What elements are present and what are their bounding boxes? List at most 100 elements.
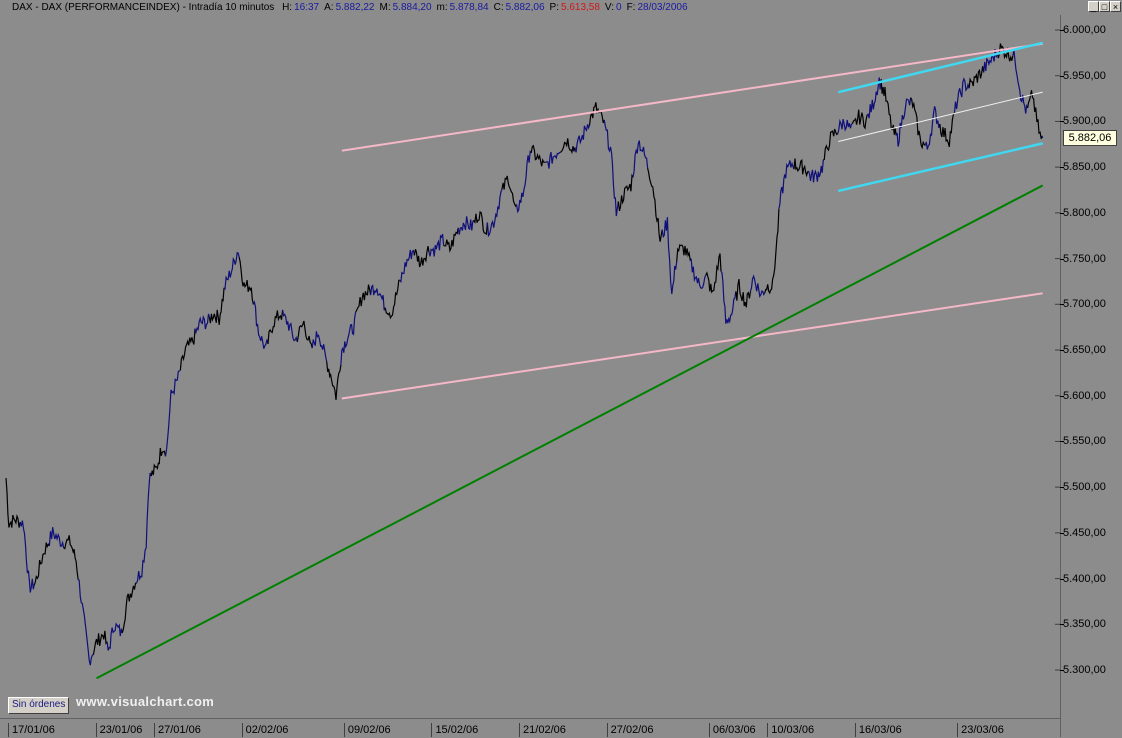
price-segment — [705, 253, 722, 294]
price-segment — [33, 542, 50, 586]
price-segment — [895, 97, 912, 147]
price-segment — [603, 119, 619, 217]
quote-value: 28/03/2006 — [637, 2, 688, 13]
price-segment — [428, 233, 445, 257]
y-tick-label: 5.750,00 — [1060, 252, 1106, 265]
price-segment — [559, 138, 576, 155]
x-tick-label: 09/02/06 — [343, 723, 391, 737]
price-segment — [632, 140, 649, 178]
quote-key: V: — [604, 2, 614, 13]
quote-key: P: — [549, 2, 559, 13]
last-price-badge: 5.882,06 — [1063, 130, 1117, 146]
price-segment — [267, 309, 284, 344]
y-axis: 5.300,00 5.350,00 5.400,00 5.450,00 5.500,00… — [1060, 15, 1122, 737]
y-tick-label: 5.550,00 — [1060, 435, 1106, 448]
price-segment — [399, 249, 415, 284]
quote-key: H: — [282, 2, 293, 13]
price-segment — [793, 158, 810, 178]
price-segment — [823, 128, 839, 161]
x-tick-label: 27/01/06 — [154, 723, 201, 737]
y-tick-label: 5.350,00 — [1060, 618, 1106, 631]
price-segment — [939, 112, 955, 148]
quote-key: C: — [493, 2, 504, 13]
price-chart[interactable] — [0, 15, 1060, 718]
price-segment — [282, 309, 298, 342]
trendline-channel-inner-lower[interactable] — [837, 142, 1043, 193]
price-segment — [589, 102, 605, 126]
quote-value: 0 — [616, 2, 622, 13]
trendline-channel-inner-upper[interactable] — [837, 41, 1043, 94]
trendline-channel-outer-upper[interactable] — [341, 42, 1043, 152]
maximize-icon[interactable]: □ — [1099, 1, 1110, 12]
price-segment — [924, 106, 941, 150]
price-segment — [690, 258, 707, 290]
y-tick-label: 5.450,00 — [1060, 526, 1106, 539]
price-segment — [19, 520, 35, 593]
price-segment — [121, 582, 137, 634]
price-segment — [48, 527, 65, 549]
price-segment — [851, 109, 868, 130]
price-segment — [208, 287, 225, 325]
y-tick-label: 6.000,00 — [1060, 24, 1106, 36]
price-segment — [953, 77, 970, 113]
title-bar: DAX - DAX (PERFORMANCEINDEX) - Intradía … — [0, 0, 1122, 15]
price-segment — [223, 251, 240, 291]
price-segment — [457, 216, 474, 235]
y-tick-label: 5.900,00 — [1060, 115, 1106, 128]
price-segment — [296, 320, 313, 349]
price-segment — [808, 159, 824, 183]
price-segment — [92, 630, 108, 655]
trendline-channel-outer-lower[interactable] — [341, 292, 1043, 400]
price-segment — [136, 472, 152, 584]
price-segment — [443, 227, 459, 253]
price-segment — [340, 311, 357, 365]
x-tick-label: 27/02/06 — [606, 723, 653, 737]
watermark: www.visualchart.com — [76, 694, 215, 709]
price-segment — [164, 369, 181, 457]
price-segment — [968, 66, 985, 89]
x-tick-label: 10/03/06 — [767, 723, 814, 737]
price-segment — [472, 210, 488, 236]
price-segment — [384, 279, 400, 320]
quote-key: M: — [379, 2, 391, 13]
close-icon[interactable]: × — [1110, 1, 1121, 12]
price-segment — [370, 284, 386, 311]
price-segment — [106, 622, 123, 651]
quote-value: 5.882,22 — [335, 2, 375, 13]
orders-button[interactable]: Sin órdenes — [8, 697, 70, 714]
y-tick-label: 5.300,00 — [1060, 664, 1106, 676]
price-segment — [194, 313, 210, 335]
quote-value: 5.882,06 — [505, 2, 545, 13]
trendline-trend[interactable] — [96, 184, 1044, 680]
x-tick-label: 16/03/06 — [854, 723, 902, 737]
y-tick-label: 5.700,00 — [1060, 298, 1106, 311]
price-segment — [355, 284, 372, 313]
price-segment — [501, 175, 518, 208]
trendline-channel-mid[interactable] — [838, 91, 1043, 143]
quote-key: m: — [436, 2, 448, 13]
price-segment — [574, 124, 591, 153]
x-tick-label: 23/01/06 — [95, 723, 142, 737]
price-segment — [647, 167, 663, 242]
y-tick-label: 5.850,00 — [1060, 161, 1106, 174]
price-segment — [676, 244, 692, 262]
x-tick-label: 17/01/06 — [8, 723, 55, 737]
y-tick-label: 5.650,00 — [1060, 344, 1106, 356]
price-segment — [63, 535, 79, 580]
quote-value: 5.884,20 — [392, 2, 432, 13]
price-segment — [617, 173, 634, 212]
price-segment — [866, 77, 882, 119]
price-segment — [997, 43, 1014, 62]
price-segment — [837, 118, 853, 134]
price-segment — [516, 150, 532, 214]
price-segment — [545, 151, 561, 169]
price-segment — [1027, 90, 1043, 139]
x-tick-label: 02/02/06 — [241, 723, 288, 737]
x-tick-label: 21/02/06 — [519, 723, 566, 737]
price-segment — [764, 208, 780, 295]
quote-value: 5.878,84 — [449, 2, 489, 13]
price-segment — [252, 300, 269, 349]
minimize-icon[interactable]: _ — [1088, 1, 1099, 12]
y-tick-label: 5.950,00 — [1060, 69, 1106, 82]
price-segment — [150, 447, 167, 477]
